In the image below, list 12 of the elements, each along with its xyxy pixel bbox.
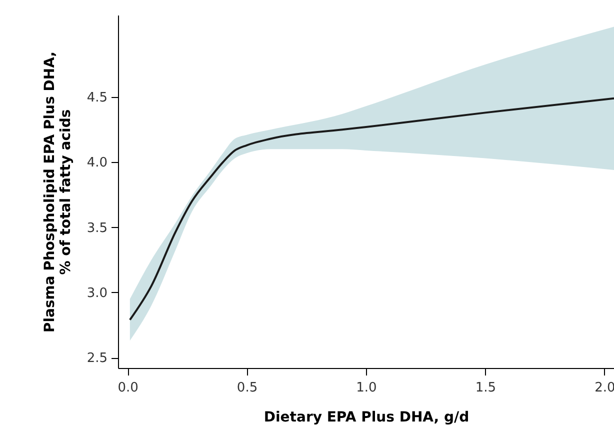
y-tick-label: 4.0 [86, 156, 108, 171]
x-tick-label: 0.0 [118, 380, 138, 396]
x-tick-label: 1.5 [475, 380, 496, 396]
x-tick-label: 0.5 [236, 380, 258, 396]
y-tick-label: 3.0 [86, 286, 108, 301]
y-tick-label: 2.5 [86, 351, 108, 366]
x-tick-label: 1.0 [356, 380, 377, 396]
line-series [128, 97, 614, 321]
y-tick-label: 3.5 [86, 220, 108, 236]
y-tick-label: 4.5 [86, 90, 108, 106]
y-axis-title: Plasma Phospholipid EPA Plus DHA, % of total fatty acids [42, 51, 74, 333]
x-axis-title: Dietary EPA Plus DHA, g/d [264, 410, 470, 426]
